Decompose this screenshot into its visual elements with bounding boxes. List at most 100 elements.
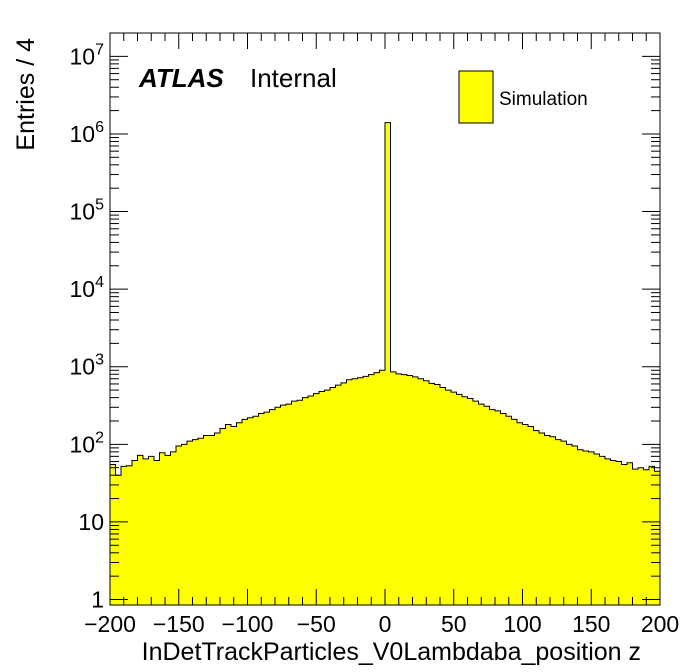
histogram-bar (478, 404, 485, 605)
x-tick-label: 50 (441, 611, 467, 637)
x-axis-label: InDetTrackParticles_V0Lambdaba_position … (142, 638, 641, 666)
histogram-bar (286, 404, 292, 605)
histogram-bar (374, 372, 380, 605)
x-tick-label: 100 (503, 611, 541, 637)
x-tick-label: 0 (379, 611, 392, 637)
histogram-bar (275, 407, 281, 605)
histogram-bar (588, 451, 595, 605)
histogram-bar (170, 451, 177, 605)
x-tick-label: −100 (222, 611, 274, 637)
y-axis-label: Entries / 4 (12, 38, 40, 151)
histogram-bar (209, 435, 215, 605)
histogram-bar (143, 458, 149, 605)
histogram-bar (572, 446, 578, 605)
histogram-bar (341, 382, 347, 605)
histogram-bar (577, 449, 584, 605)
histogram-bar (396, 373, 402, 605)
histogram-bar (159, 452, 166, 605)
histogram-bar (165, 455, 171, 605)
x-tick-label: −200 (84, 611, 136, 637)
y-tick-label: 105 (70, 197, 105, 225)
histogram-bar (302, 397, 309, 605)
histogram-bar (297, 400, 303, 605)
histogram-bar (627, 462, 633, 605)
histogram-bar (610, 460, 617, 605)
y-tick-label: 103 (70, 352, 105, 380)
histogram-bar (324, 390, 331, 605)
histogram-bar (225, 424, 232, 605)
histogram-bar (330, 387, 336, 605)
y-tick-label: 106 (70, 119, 105, 147)
histogram-bar (456, 394, 463, 605)
histogram-bar (445, 390, 452, 605)
histogram-bar (544, 435, 551, 605)
histogram-bar (121, 466, 127, 605)
y-tick-label: 102 (70, 429, 105, 457)
histogram-bar (539, 432, 545, 605)
histogram-bar (308, 395, 314, 605)
histogram-bar (506, 416, 512, 605)
histogram-bar (401, 374, 408, 605)
y-tick-label: 10 (78, 509, 104, 535)
histogram-bar (423, 380, 430, 605)
histogram-bar (368, 374, 375, 605)
histogram-bar (462, 396, 468, 605)
histogram-bar (242, 419, 248, 605)
histogram-bar (137, 455, 144, 605)
histogram-bar (198, 438, 204, 605)
histogram-bar (319, 391, 325, 605)
histogram-bar (192, 439, 199, 605)
histogram-bar (264, 412, 270, 605)
histogram-bar (605, 458, 611, 605)
histogram-bar (313, 393, 320, 605)
x-tick-label: −50 (297, 611, 336, 637)
histogram-bar (407, 375, 413, 605)
x-tick-label: 150 (572, 611, 610, 637)
x-tick-label: −150 (153, 611, 205, 637)
histogram-bar (346, 379, 353, 605)
histogram-outline (110, 122, 660, 476)
histogram-bar (528, 426, 534, 605)
x-tick-label: 200 (641, 611, 679, 637)
histogram-bar (566, 444, 573, 605)
histogram-bar (379, 370, 386, 605)
histogram-bar (385, 122, 391, 606)
histogram-bar (429, 383, 435, 605)
histogram-bar (473, 401, 479, 605)
histogram-bar (522, 424, 529, 605)
histogram-bar (280, 405, 287, 605)
histogram-bar (484, 406, 490, 605)
legend-label: Simulation (499, 89, 588, 110)
histogram-bar (412, 376, 419, 605)
histogram-bar (214, 432, 221, 605)
atlas-label: ATLAS (138, 63, 224, 93)
histogram-bar (621, 464, 628, 605)
histogram-bar (203, 435, 210, 605)
histogram-bar (154, 460, 160, 605)
histogram-bar (550, 436, 556, 605)
histogram-bar (649, 466, 655, 605)
histogram-bar (220, 428, 226, 605)
histogram-bar (489, 409, 496, 605)
legend-swatch (458, 70, 494, 124)
histogram-bar (291, 401, 298, 605)
histogram-bar (335, 385, 342, 605)
internal-label: Internal (250, 63, 337, 93)
histogram-bar (269, 409, 276, 605)
histogram-bar (363, 376, 369, 605)
histogram-bar (357, 377, 364, 605)
histogram-bar (176, 446, 182, 605)
histogram-bar (236, 422, 243, 605)
histogram-bar (632, 469, 639, 605)
histogram-bar (181, 444, 188, 605)
histogram-bars (110, 122, 661, 606)
y-tick-label: 107 (70, 41, 105, 69)
histogram-bar (247, 417, 254, 605)
histogram-bar (533, 430, 540, 605)
y-tick-label: 1 (91, 587, 104, 613)
histogram-bar (231, 426, 237, 605)
histogram-bar (517, 422, 523, 605)
histogram-bar (115, 475, 122, 605)
y-tick-label: 104 (70, 274, 105, 302)
